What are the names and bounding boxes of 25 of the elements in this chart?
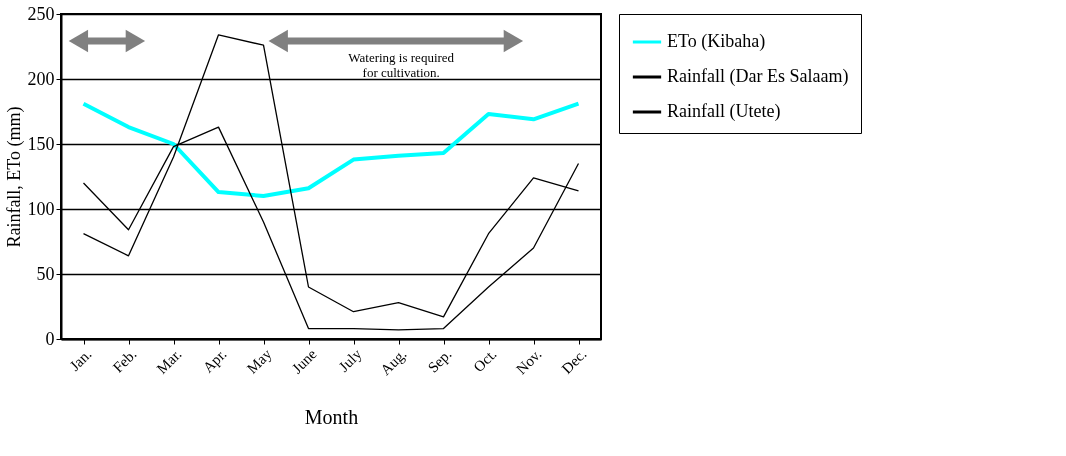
x-axis-title: Month [304,406,359,429]
y-axis-title: Rainfall, ETo (mm) [3,106,25,248]
x-tick-label: June [288,345,320,377]
x-tick-label: May [243,345,275,377]
y-tick-label: 150 [27,133,55,154]
x-tick-label: Oct. [470,345,500,376]
x-tick-label: Dec. [558,345,590,377]
y-tick-label: 50 [36,263,55,284]
x-tick-label: Nov. [513,345,545,378]
x-tick-label: Feb. [109,345,140,376]
y-tick-label: 100 [27,198,55,219]
y-tick-label: 0 [45,328,55,349]
legend-label: Rainfall (Utete) [667,101,781,122]
x-tick-label: Aug. [377,345,410,379]
x-tick-label: Apr. [199,345,230,376]
x-tick-label: Sep. [424,345,455,376]
x-tick-label: Jan. [66,345,95,374]
line-series [81,101,581,198]
annotation: Watering is required for cultivation. [348,50,455,80]
y-tick-label: 200 [27,68,55,89]
x-tick-label: July [335,345,365,375]
y-tick-label: 250 [27,3,55,24]
legend-label: ETo (Kibaha) [667,31,766,52]
x-tick-label: Mar. [153,345,185,377]
legend-label: Rainfall (Dar Es Salaam) [667,66,849,87]
